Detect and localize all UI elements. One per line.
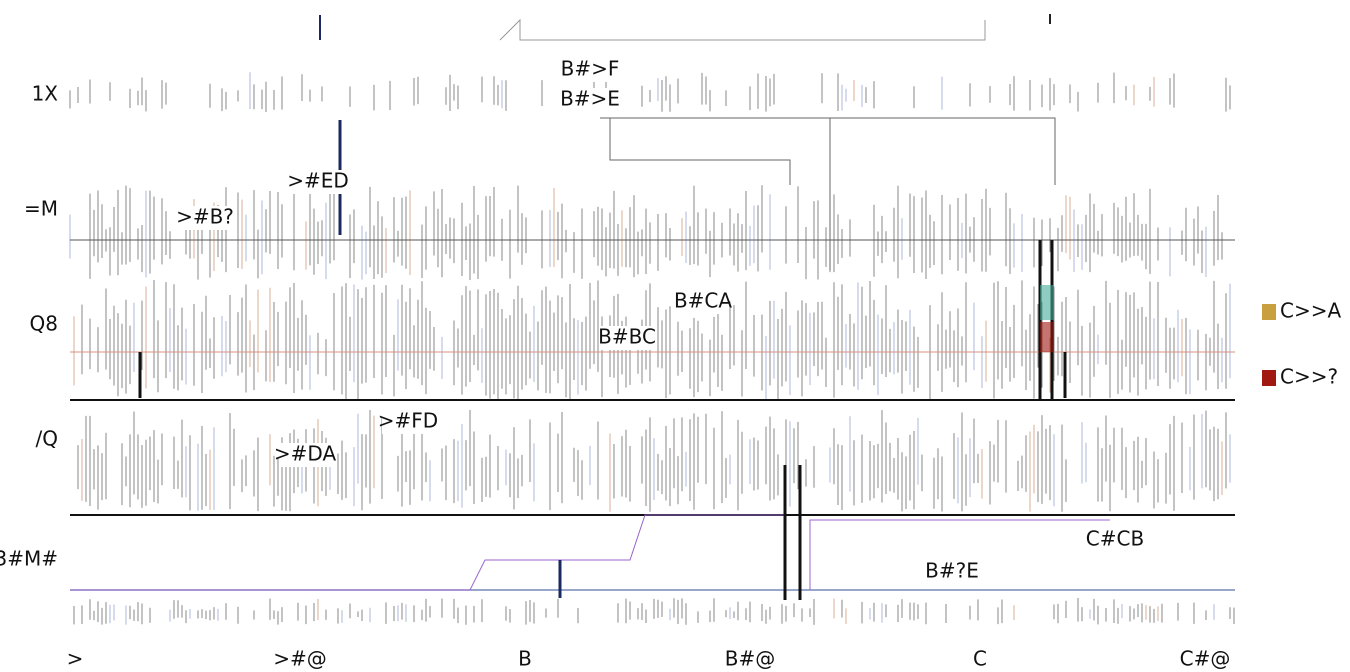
overview-bracket bbox=[499, 18, 986, 41]
track-label: 1X bbox=[32, 82, 59, 106]
x-axis-label: B#@ bbox=[725, 647, 775, 671]
annotation: B#BC bbox=[598, 325, 656, 349]
track-texture bbox=[69, 14, 1235, 625]
highlight bbox=[1040, 285, 1054, 320]
annotation-bg bbox=[564, 58, 616, 82]
annotation: B#?E bbox=[925, 559, 979, 583]
annotation: C#CB bbox=[1086, 527, 1144, 551]
annotation-bg bbox=[179, 206, 231, 230]
annotation-bg bbox=[279, 443, 331, 467]
legend-swatch bbox=[1262, 304, 1276, 320]
annotation-bg bbox=[292, 170, 344, 194]
legend-label: C>>A bbox=[1280, 299, 1341, 323]
highlight bbox=[1040, 322, 1054, 352]
annotation-bg bbox=[601, 326, 653, 350]
annotation-bg bbox=[926, 560, 978, 584]
step-outline bbox=[70, 514, 785, 591]
legend-swatch bbox=[1262, 370, 1276, 386]
annotation: >#B? bbox=[176, 205, 234, 229]
annotation: B#>F bbox=[561, 57, 620, 81]
annotation-bg bbox=[1089, 528, 1141, 552]
step-outline bbox=[600, 117, 1056, 270]
annotation-bg bbox=[564, 88, 616, 112]
x-axis-label: C bbox=[973, 647, 987, 671]
track-label: Q8 bbox=[30, 312, 58, 336]
x-axis-label: > bbox=[67, 647, 84, 671]
annotation: >#DA bbox=[274, 442, 337, 466]
x-axis-label: B bbox=[518, 647, 532, 671]
annotation: >#FD bbox=[378, 409, 438, 433]
track-label: =M bbox=[24, 197, 58, 221]
annotation: B#CA bbox=[674, 289, 732, 313]
x-axis-label: C#@ bbox=[1180, 647, 1231, 671]
x-axis-label: >#@ bbox=[273, 647, 327, 671]
annotation: >#ED bbox=[287, 169, 349, 193]
legend-label: C>>? bbox=[1280, 365, 1338, 389]
track-label: 3#M# bbox=[0, 547, 58, 571]
annotation: B#>E bbox=[560, 87, 620, 111]
annotation-bg bbox=[382, 410, 434, 434]
step-outline bbox=[809, 519, 1110, 590]
annotation-bg bbox=[677, 290, 729, 314]
track-label: /Q bbox=[36, 427, 58, 451]
